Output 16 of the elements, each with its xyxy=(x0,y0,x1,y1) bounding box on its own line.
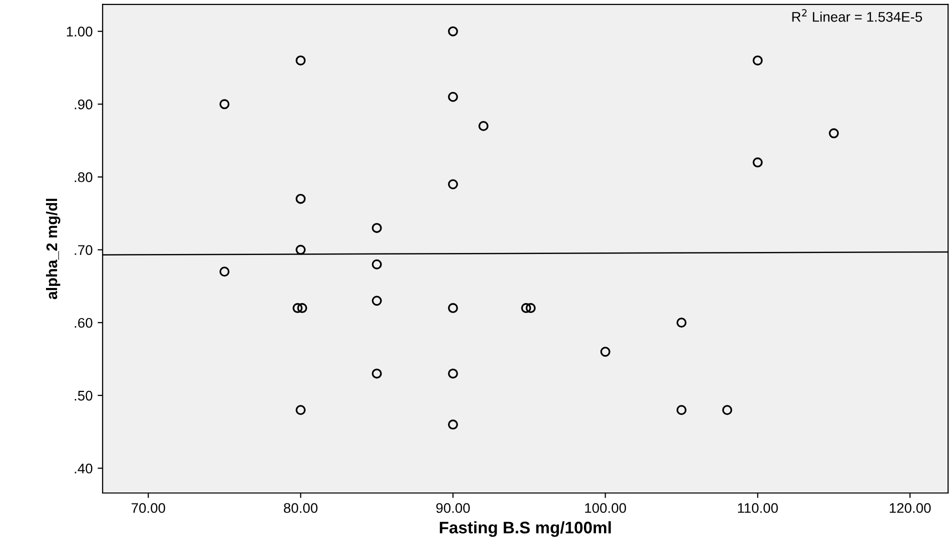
y-tick-label: .70 xyxy=(74,245,92,255)
y-axis-title: alpha_2 mg/dl xyxy=(46,198,60,300)
x-tick-label: 90.00 xyxy=(436,503,470,513)
x-tick-label: 70.00 xyxy=(132,503,166,513)
y-tick-label: .50 xyxy=(74,390,92,401)
x-tick-label: 100.00 xyxy=(585,503,626,513)
x-tick-label: 120.00 xyxy=(890,503,931,513)
x-axis-title: Fasting B.S mg/100ml xyxy=(440,521,611,537)
annotation: R$^{2}$ Linear = 1.534E-5 xyxy=(792,9,922,22)
y-tick-label: .90 xyxy=(74,99,92,110)
y-tick-label: .40 xyxy=(74,464,92,474)
x-tick-label: 110.00 xyxy=(738,503,778,513)
y-tick-label: 1.00 xyxy=(66,26,92,37)
y-tick-label: .60 xyxy=(74,318,92,328)
x-tick-label: 80.00 xyxy=(284,503,318,513)
y-tick-label: .80 xyxy=(74,172,92,182)
